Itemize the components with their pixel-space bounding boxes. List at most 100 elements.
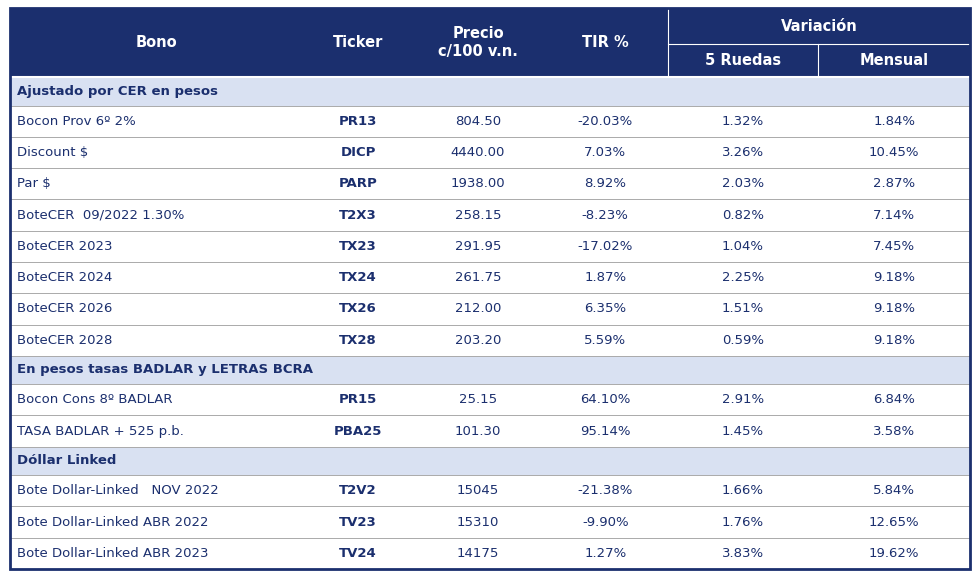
- Text: Discount $: Discount $: [17, 146, 88, 159]
- Text: TIR %: TIR %: [582, 35, 628, 50]
- Text: 1.87%: 1.87%: [584, 271, 626, 284]
- Text: TX24: TX24: [339, 271, 377, 284]
- Text: TX28: TX28: [339, 334, 377, 347]
- Text: Bote Dollar-Linked ABR 2023: Bote Dollar-Linked ABR 2023: [17, 547, 209, 560]
- Text: TX26: TX26: [339, 302, 377, 316]
- Bar: [10, 356, 970, 384]
- Bar: [10, 538, 970, 569]
- Text: BoteCER 2023: BoteCER 2023: [17, 240, 113, 253]
- Text: TX23: TX23: [339, 240, 377, 253]
- Text: PR15: PR15: [339, 394, 377, 406]
- Text: Variación: Variación: [780, 19, 858, 34]
- Text: TV24: TV24: [339, 547, 377, 560]
- Bar: [10, 8, 970, 77]
- Text: 12.65%: 12.65%: [869, 516, 919, 529]
- Bar: [10, 324, 970, 356]
- Text: 15045: 15045: [457, 484, 499, 497]
- Text: 1.66%: 1.66%: [722, 484, 764, 497]
- Text: 2.91%: 2.91%: [722, 394, 764, 406]
- Bar: [10, 200, 970, 231]
- Bar: [10, 137, 970, 168]
- Text: Bote Dollar-Linked   NOV 2022: Bote Dollar-Linked NOV 2022: [17, 484, 219, 497]
- Text: 1.04%: 1.04%: [722, 240, 764, 253]
- Text: BoteCER 2026: BoteCER 2026: [17, 302, 113, 316]
- Text: 258.15: 258.15: [455, 208, 501, 222]
- Text: 8.92%: 8.92%: [584, 177, 626, 190]
- Text: 64.10%: 64.10%: [580, 394, 630, 406]
- Text: 14175: 14175: [457, 547, 499, 560]
- Text: TV23: TV23: [339, 516, 377, 529]
- Text: 1.45%: 1.45%: [722, 425, 764, 437]
- Text: -17.02%: -17.02%: [577, 240, 633, 253]
- Text: -21.38%: -21.38%: [577, 484, 633, 497]
- Text: 25.15: 25.15: [459, 394, 497, 406]
- Text: 1.76%: 1.76%: [722, 516, 764, 529]
- Text: 1938.00: 1938.00: [451, 177, 506, 190]
- Text: BoteCER  09/2022 1.30%: BoteCER 09/2022 1.30%: [17, 208, 184, 222]
- Text: 6.35%: 6.35%: [584, 302, 626, 316]
- Text: BoteCER 2028: BoteCER 2028: [17, 334, 113, 347]
- Text: 2.87%: 2.87%: [873, 177, 915, 190]
- Text: 7.14%: 7.14%: [873, 208, 915, 222]
- Text: 1.27%: 1.27%: [584, 547, 626, 560]
- Text: 6.84%: 6.84%: [873, 394, 915, 406]
- Text: TASA BADLAR + 525 p.b.: TASA BADLAR + 525 p.b.: [17, 425, 184, 437]
- Text: Bono: Bono: [135, 35, 177, 50]
- Text: 101.30: 101.30: [455, 425, 501, 437]
- Text: BoteCER 2024: BoteCER 2024: [17, 271, 113, 284]
- Bar: [10, 384, 970, 415]
- Text: 3.26%: 3.26%: [722, 146, 764, 159]
- Text: T2V2: T2V2: [339, 484, 377, 497]
- Bar: [10, 106, 970, 137]
- Text: 203.20: 203.20: [455, 334, 501, 347]
- Bar: [10, 475, 970, 507]
- Text: Precio
c/100 v.n.: Precio c/100 v.n.: [438, 27, 518, 59]
- Text: 261.75: 261.75: [455, 271, 501, 284]
- Text: Par $: Par $: [17, 177, 51, 190]
- Text: 5 Ruedas: 5 Ruedas: [705, 53, 781, 68]
- Text: 5.59%: 5.59%: [584, 334, 626, 347]
- Text: -20.03%: -20.03%: [577, 115, 633, 128]
- Text: -8.23%: -8.23%: [582, 208, 628, 222]
- Text: 2.03%: 2.03%: [722, 177, 764, 190]
- Text: 15310: 15310: [457, 516, 499, 529]
- Text: DICP: DICP: [340, 146, 375, 159]
- Text: 1.51%: 1.51%: [722, 302, 764, 316]
- Bar: [10, 262, 970, 293]
- Text: 291.95: 291.95: [455, 240, 501, 253]
- Bar: [10, 415, 970, 447]
- Text: Bocon Cons 8º BADLAR: Bocon Cons 8º BADLAR: [17, 394, 172, 406]
- Text: 3.83%: 3.83%: [722, 547, 764, 560]
- Text: 7.03%: 7.03%: [584, 146, 626, 159]
- Bar: [10, 231, 970, 262]
- Bar: [10, 293, 970, 324]
- Text: 3.58%: 3.58%: [873, 425, 915, 437]
- Text: Mensual: Mensual: [859, 53, 929, 68]
- Text: 212.00: 212.00: [455, 302, 501, 316]
- Text: T2X3: T2X3: [339, 208, 377, 222]
- Text: 95.14%: 95.14%: [580, 425, 630, 437]
- Text: Dóllar Linked: Dóllar Linked: [17, 455, 117, 467]
- Text: Ticker: Ticker: [333, 35, 383, 50]
- Text: 9.18%: 9.18%: [873, 334, 915, 347]
- Text: 804.50: 804.50: [455, 115, 501, 128]
- Text: 1.84%: 1.84%: [873, 115, 915, 128]
- Bar: [10, 507, 970, 538]
- Text: 0.82%: 0.82%: [722, 208, 764, 222]
- Text: Bocon Prov 6º 2%: Bocon Prov 6º 2%: [17, 115, 136, 128]
- Text: 9.18%: 9.18%: [873, 302, 915, 316]
- Text: Bote Dollar-Linked ABR 2022: Bote Dollar-Linked ABR 2022: [17, 516, 209, 529]
- Text: PBA25: PBA25: [334, 425, 382, 437]
- Text: PR13: PR13: [339, 115, 377, 128]
- Text: 9.18%: 9.18%: [873, 271, 915, 284]
- Bar: [10, 447, 970, 475]
- Text: -9.90%: -9.90%: [582, 516, 628, 529]
- Text: 0.59%: 0.59%: [722, 334, 764, 347]
- Text: Ajustado por CER en pesos: Ajustado por CER en pesos: [17, 85, 218, 98]
- Text: En pesos tasas BADLAR y LETRAS BCRA: En pesos tasas BADLAR y LETRAS BCRA: [17, 364, 313, 377]
- Text: 2.25%: 2.25%: [722, 271, 764, 284]
- Text: 4440.00: 4440.00: [451, 146, 505, 159]
- Bar: [10, 168, 970, 200]
- Bar: [10, 77, 970, 106]
- Text: 1.32%: 1.32%: [722, 115, 764, 128]
